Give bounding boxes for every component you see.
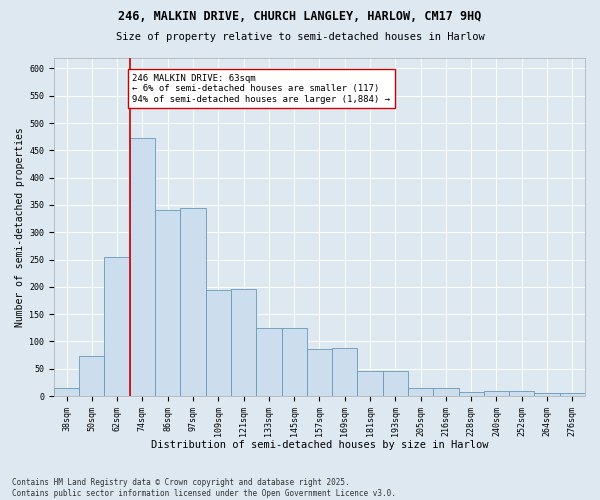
Bar xyxy=(383,371,408,396)
Bar xyxy=(358,371,383,396)
Bar xyxy=(332,348,358,396)
Bar xyxy=(535,394,560,396)
Bar xyxy=(458,392,484,396)
Bar xyxy=(281,328,307,396)
Text: Size of property relative to semi-detached houses in Harlow: Size of property relative to semi-detach… xyxy=(116,32,484,42)
Bar xyxy=(509,390,535,396)
Bar xyxy=(79,356,104,396)
Y-axis label: Number of semi-detached properties: Number of semi-detached properties xyxy=(15,127,25,326)
Bar xyxy=(484,391,509,396)
Bar xyxy=(181,208,206,396)
X-axis label: Distribution of semi-detached houses by size in Harlow: Distribution of semi-detached houses by … xyxy=(151,440,488,450)
Bar xyxy=(256,328,281,396)
Bar xyxy=(155,210,181,396)
Text: 246, MALKIN DRIVE, CHURCH LANGLEY, HARLOW, CM17 9HQ: 246, MALKIN DRIVE, CHURCH LANGLEY, HARLO… xyxy=(118,10,482,23)
Bar xyxy=(408,388,433,396)
Bar xyxy=(560,394,585,396)
Text: Contains HM Land Registry data © Crown copyright and database right 2025.
Contai: Contains HM Land Registry data © Crown c… xyxy=(12,478,396,498)
Bar xyxy=(54,388,79,396)
Bar xyxy=(206,290,231,396)
Bar xyxy=(130,138,155,396)
Text: 246 MALKIN DRIVE: 63sqm
← 6% of semi-detached houses are smaller (117)
94% of se: 246 MALKIN DRIVE: 63sqm ← 6% of semi-det… xyxy=(132,74,390,104)
Bar xyxy=(231,289,256,396)
Bar xyxy=(433,388,458,396)
Bar xyxy=(104,257,130,396)
Bar xyxy=(307,348,332,396)
